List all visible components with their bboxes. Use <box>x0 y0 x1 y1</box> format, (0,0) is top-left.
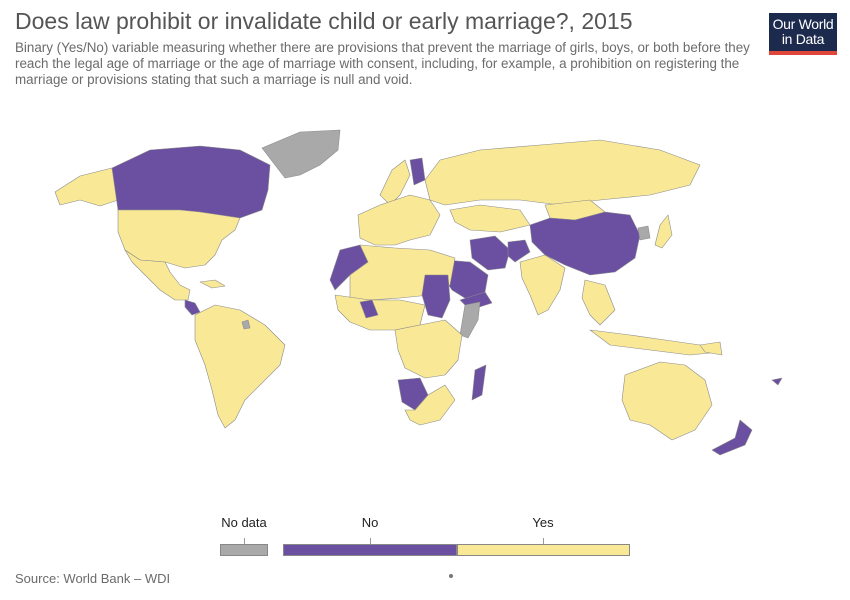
legend-label-yes: Yes <box>532 515 554 530</box>
map-region-sudan[interactable] <box>421 274 451 319</box>
map-region-russia[interactable] <box>424 139 701 206</box>
map-region-southeast-asia[interactable] <box>581 279 616 326</box>
map-region-kazakhstan[interactable] <box>449 204 531 233</box>
logo-line-1: Our World <box>772 16 834 32</box>
legend-label-no-data: No data <box>221 515 267 530</box>
legend-tick-no <box>370 538 371 544</box>
map-region-alaska[interactable] <box>54 167 119 207</box>
map-region-central-america[interactable] <box>184 299 201 316</box>
map-region-north-korea[interactable] <box>637 225 651 241</box>
source-note[interactable]: Source: World Bank – WDI <box>15 571 171 586</box>
legend-swatch-no[interactable] <box>283 544 457 556</box>
map-region-india[interactable] <box>519 254 566 316</box>
map-region-new-zealand[interactable] <box>711 419 753 456</box>
map-region-central-africa[interactable] <box>394 319 463 379</box>
chart-subtitle: Binary (Yes/No) variable measuring wheth… <box>15 40 750 87</box>
legend-tick-yes <box>543 538 544 544</box>
map-region-caribbean[interactable] <box>199 279 226 289</box>
map-region-indonesia[interactable] <box>589 329 721 356</box>
chart-title: Does law prohibit or invalidate child or… <box>15 8 633 34</box>
map-region-greenland[interactable] <box>261 129 341 179</box>
legend-label-no: No <box>361 515 379 530</box>
map-region-iran[interactable] <box>469 235 511 271</box>
map-region-somalia[interactable] <box>459 301 481 339</box>
map-region-madagascar[interactable] <box>471 364 487 401</box>
map-region-australia[interactable] <box>621 361 713 441</box>
map-region-south-america[interactable] <box>194 304 286 429</box>
map-region-southern-africa[interactable] <box>404 384 456 426</box>
logo-line-2: in Data <box>781 31 825 47</box>
timeline-dot <box>449 574 453 578</box>
legend-tick-no-data <box>244 538 245 544</box>
map-region-finland[interactable] <box>409 157 426 186</box>
map-region-japan[interactable] <box>654 214 673 249</box>
map-region-afghanistan[interactable] <box>507 239 531 263</box>
legend: No data No Yes <box>0 505 850 565</box>
map-region-sierra-leone-liberia[interactable] <box>359 299 379 319</box>
map-region-mexico[interactable] <box>124 249 191 301</box>
owid-logo[interactable]: Our World in Data <box>769 13 837 55</box>
world-map[interactable] <box>0 110 850 465</box>
legend-swatch-yes[interactable] <box>457 544 630 556</box>
map-region-papua-new-guinea[interactable] <box>699 341 723 356</box>
map-region-europe[interactable] <box>357 194 441 246</box>
map-region-canada[interactable] <box>111 145 271 219</box>
legend-swatch-no-data[interactable] <box>220 544 268 556</box>
map-region-french-guiana[interactable] <box>241 319 251 330</box>
map-region-west-africa[interactable] <box>334 294 426 331</box>
map-region-pacific-islands[interactable] <box>771 377 783 386</box>
